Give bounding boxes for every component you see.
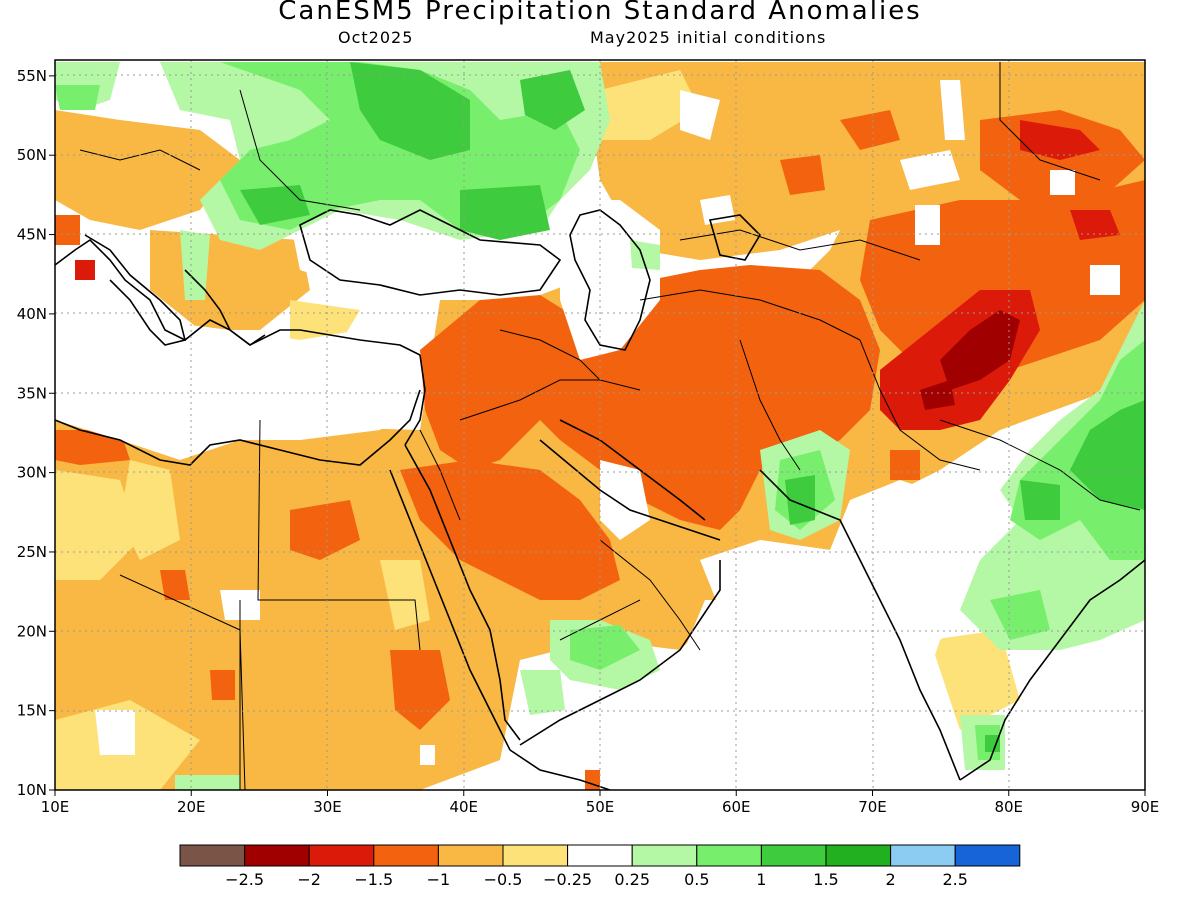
lat-tick-label: 45N <box>17 226 47 244</box>
lat-tick-label: 25N <box>17 543 47 561</box>
colorbar-swatch <box>890 844 956 867</box>
colorbar-label: 0.5 <box>684 870 709 889</box>
region-neutral-black-sea <box>290 220 580 300</box>
lon-tick-label: 60E <box>722 798 751 816</box>
colorbar-label: −2.5 <box>225 870 264 889</box>
colorbar-swatch <box>244 844 310 867</box>
region-dry-arabia <box>400 460 620 600</box>
colorbar-swatch <box>760 844 827 867</box>
lon-tick-label: 10E <box>41 798 70 816</box>
lon-tick-label: 90E <box>1131 798 1160 816</box>
lon-tick-label: 40E <box>449 798 478 816</box>
colorbar-labels: −2.5 −2 −1.5 −1 −0.5 −0.25 0.25 0.5 1 1.5 2 2.5 <box>225 870 968 889</box>
lat-tick-label: 50N <box>17 146 47 164</box>
colorbar-label: −2 <box>297 870 321 889</box>
colorbar-label: −0.5 <box>484 870 523 889</box>
chart-title: CanESM5 Precipitation Standard Anomalies <box>278 0 922 26</box>
lat-tick-label: 10N <box>17 781 47 799</box>
lat-tick-label: 55N <box>17 67 47 85</box>
forecast-month: Oct2025 <box>338 28 414 47</box>
lon-tick-label: 80E <box>994 798 1023 816</box>
lat-tick-label: 30N <box>17 464 47 482</box>
colorbar-swatch <box>373 844 439 867</box>
region-very-wet <box>350 62 470 160</box>
colorbar-swatch <box>954 844 1021 867</box>
lon-tick-label: 20E <box>177 798 206 816</box>
colorbar-swatch <box>308 844 375 867</box>
initial-conditions: May2025 initial conditions <box>590 28 827 47</box>
colorbar-swatch <box>825 844 892 867</box>
colorbar-swatch <box>696 844 762 867</box>
region-extremely-dry <box>940 310 1020 390</box>
colorbar-label: 1.5 <box>813 870 838 889</box>
grid-lines <box>55 60 1145 790</box>
colorbar-label: 1 <box>756 870 766 889</box>
coastlines <box>55 209 1145 790</box>
colorbar-label: −0.25 <box>543 870 592 889</box>
latitude-axis: 10N 15N 20N 25N 30N 35N 40N 45N 50N 55N <box>17 67 55 799</box>
lon-tick-label: 70E <box>858 798 887 816</box>
country-borders <box>79 62 1141 790</box>
lon-tick-label: 50E <box>586 798 615 816</box>
colorbar-swatch <box>502 844 569 867</box>
lat-tick-label: 35N <box>17 384 47 402</box>
colorbar-label: 2 <box>886 870 896 889</box>
colorbar-label: 0.25 <box>614 870 650 889</box>
colorbar-swatch <box>631 844 698 867</box>
region-slight-dry <box>55 470 140 580</box>
colorbar-label: −1.5 <box>354 870 393 889</box>
colorbar-swatch <box>179 844 246 867</box>
colorbar-label: −1 <box>427 870 451 889</box>
lat-tick-label: 20N <box>17 622 47 640</box>
colorbar-label: 2.5 <box>942 870 967 889</box>
lon-tick-label: 30E <box>313 798 342 816</box>
lat-tick-label: 15N <box>17 702 47 720</box>
region-neutral-mediterranean <box>55 320 420 460</box>
colorbar-swatch <box>567 844 633 867</box>
region-neutral-india <box>720 480 1000 790</box>
colorbar <box>179 844 1021 867</box>
region-mild-dry-europe <box>55 110 240 230</box>
longitude-axis: 10E 20E 30E 40E 50E 60E 70E 80E 90E <box>41 790 1160 816</box>
lat-tick-label: 40N <box>17 305 47 323</box>
colorbar-swatch <box>437 844 504 867</box>
